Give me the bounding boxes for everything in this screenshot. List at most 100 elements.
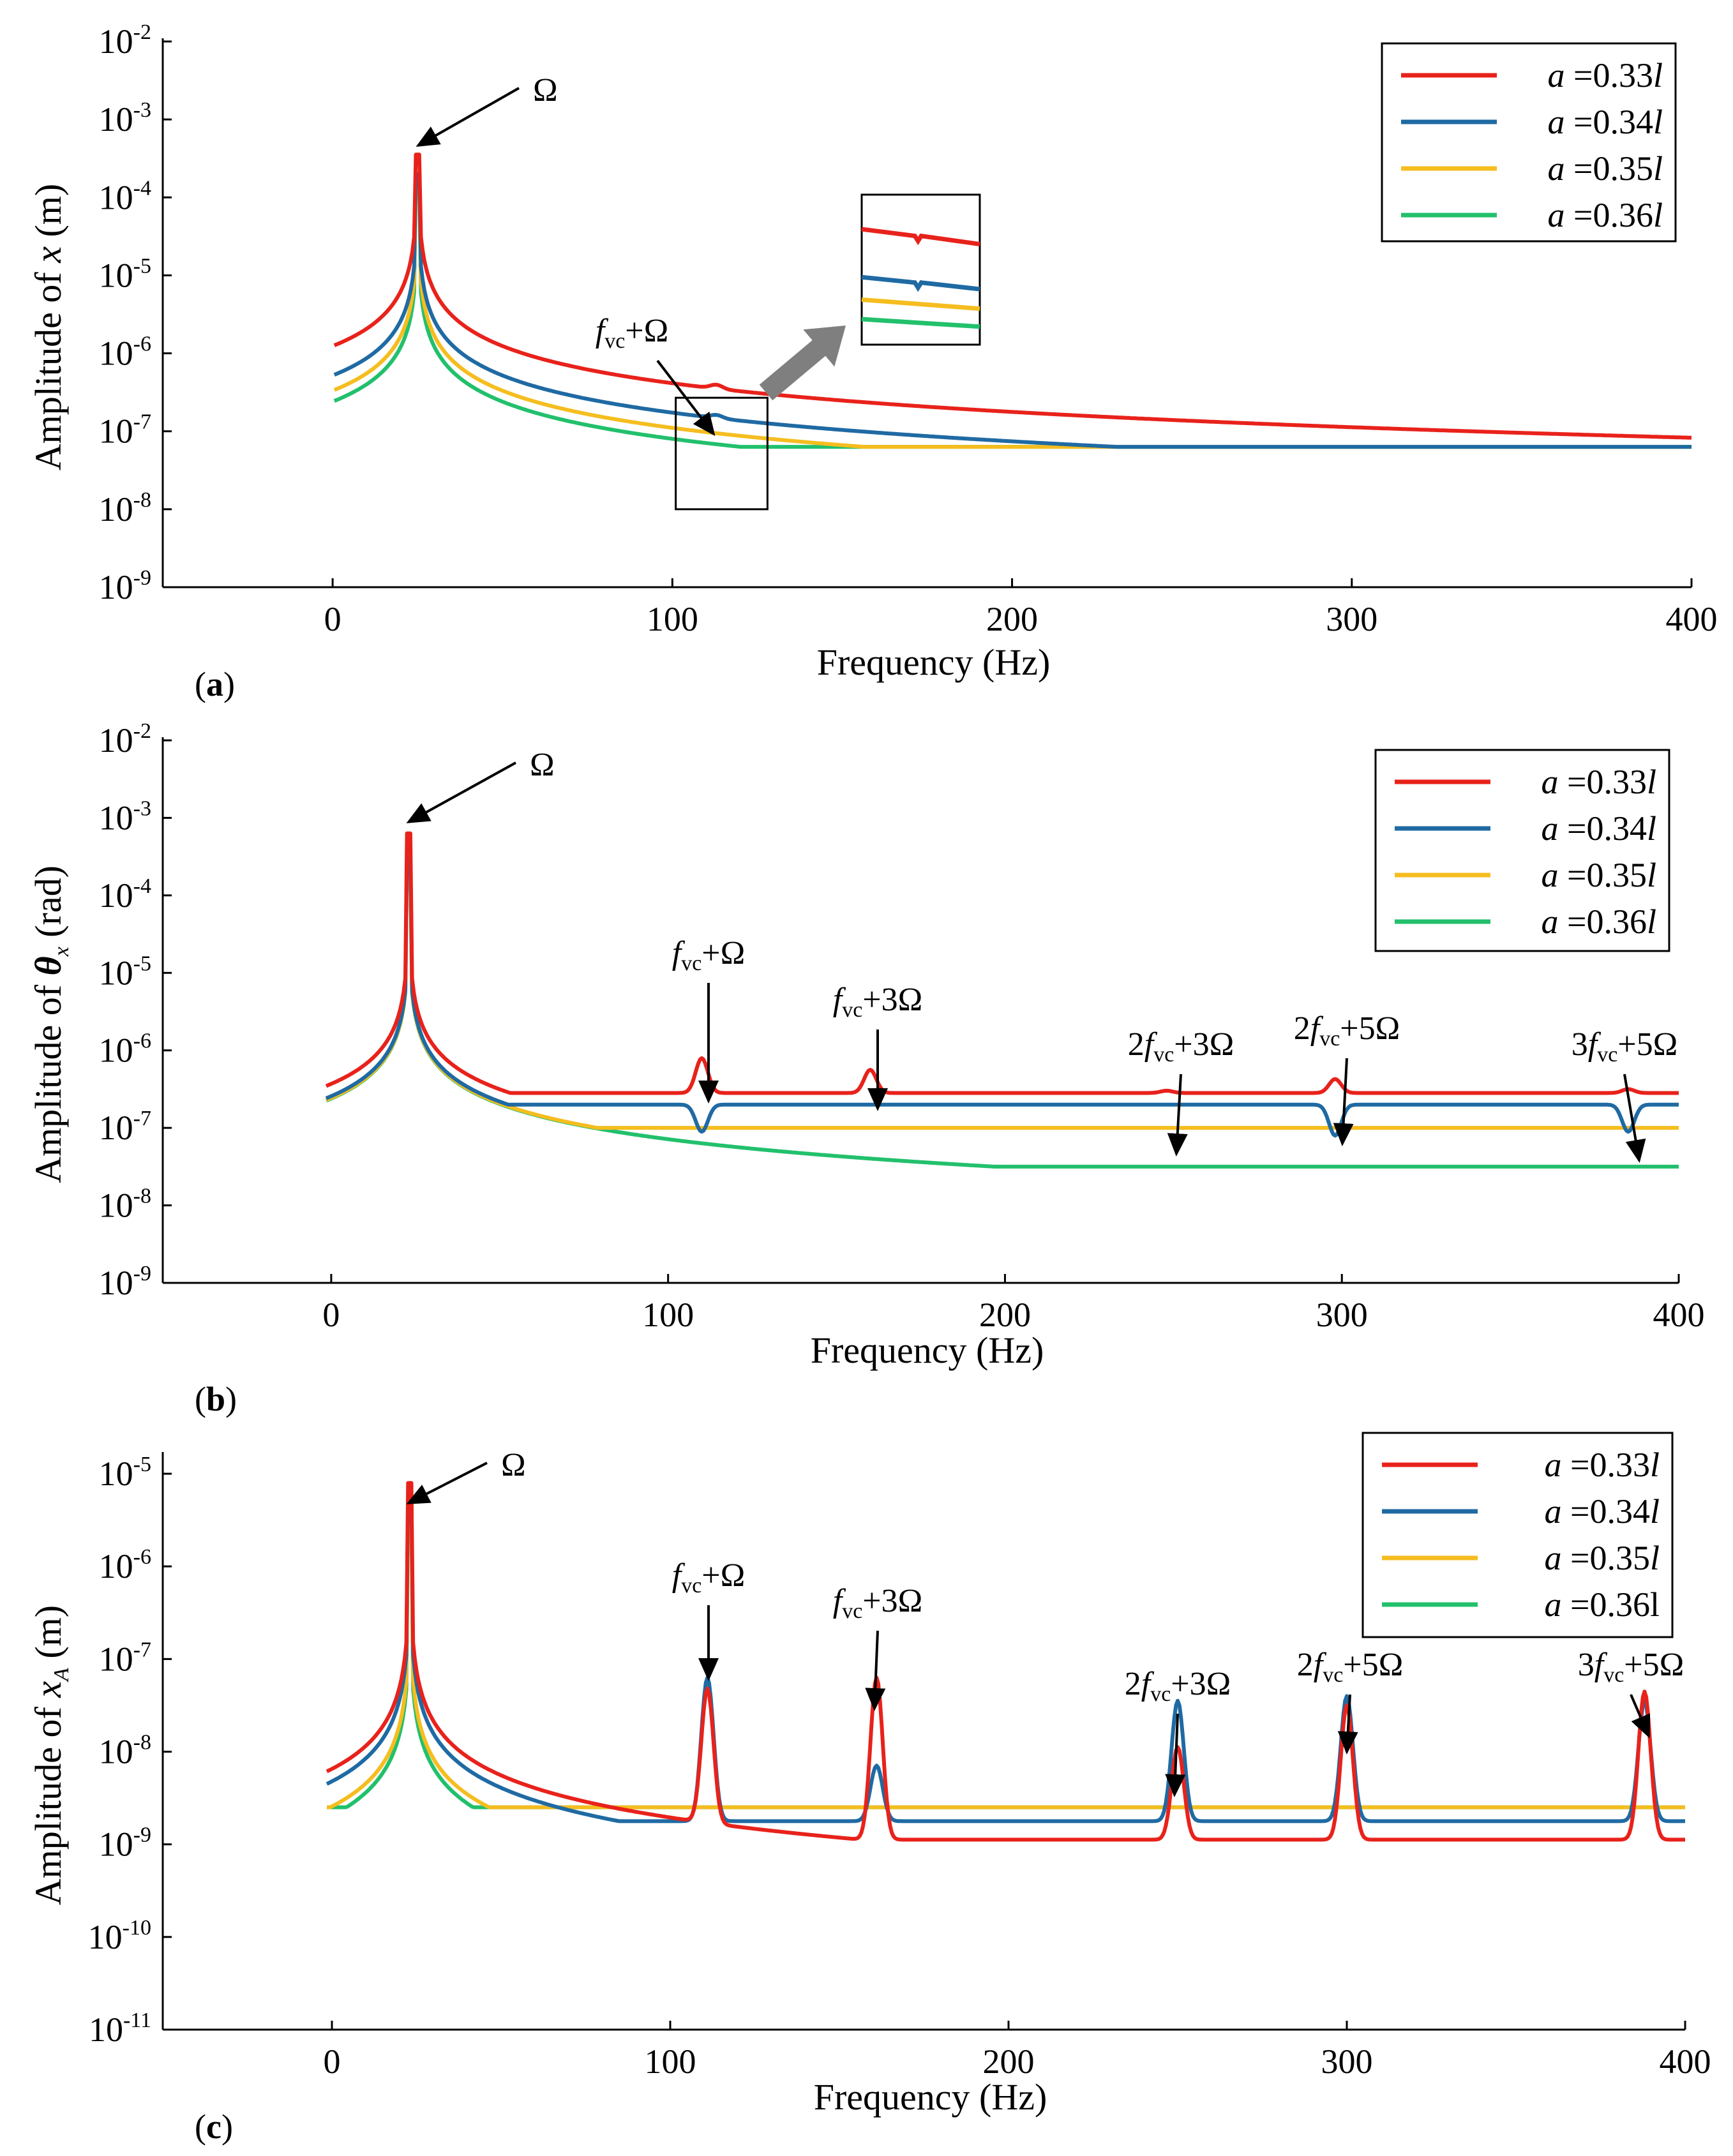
peak-annotation: fvc+Ω (672, 1557, 746, 1681)
y-tick-label: 10-9 (99, 566, 151, 606)
zoom-inset (675, 193, 981, 511)
x-tick-label: 300 (1316, 1296, 1368, 1334)
annotation-arrow (1337, 1694, 1358, 1755)
peak-annotation: 3fvc+5Ω (1572, 1026, 1677, 1163)
x-tick-label: 300 (1326, 600, 1377, 638)
y-tick-label: 10-4 (99, 176, 151, 216)
annotation-label: 2fvc+3Ω (1128, 1026, 1234, 1067)
peak-annotation: 2fvc+5Ω (1297, 1647, 1404, 1755)
annotation-arrow (1165, 1713, 1186, 1797)
y-tick-label: 10-8 (99, 1185, 151, 1225)
x-tick-label: 100 (642, 1296, 694, 1334)
annotation-label: fvc+Ω (672, 1557, 746, 1598)
legend-label: a =0.33l (1548, 56, 1663, 94)
y-axis-title: Amplitude of xA (m) (27, 1605, 73, 1905)
panel-label: (c) (195, 2107, 233, 2146)
annotation-arrow (406, 1462, 488, 1504)
chart-panel-c: 0 100 200 300 400 10-11 10-10 10-9 10-8 10-7 10-6 1… (27, 1432, 1711, 2146)
y-tick-label: 10-6 (99, 333, 151, 373)
y-tick-label: 10-11 (89, 2009, 151, 2049)
peak-annotation: 3fvc+5Ω (1578, 1647, 1684, 1739)
annotation-label: 2fvc+5Ω (1294, 1010, 1400, 1051)
y-tick-label: 10-9 (99, 1262, 151, 1302)
series-line-a033 (333, 153, 1692, 440)
legend: a =0.33l a =0.34l a =0.35l a =0.36l (1362, 1432, 1674, 1638)
y-tick-label: 10-5 (99, 254, 151, 294)
series-line-a033 (325, 831, 1679, 1095)
peak-annotation: 2fvc+3Ω (1125, 1666, 1231, 1797)
legend-label: a =0.36l (1545, 1585, 1660, 1624)
inset-series-line (861, 297, 980, 311)
series-line-a034 (325, 855, 1679, 1138)
x-tick-label: 400 (1666, 600, 1718, 638)
annotation-label: 2fvc+5Ω (1297, 1647, 1404, 1687)
x-tick-label: 0 (324, 2042, 341, 2081)
y-tick-label: 10-2 (99, 719, 151, 760)
annotation-arrow (406, 761, 516, 823)
inset-series-line (861, 317, 980, 329)
y-tick-label: 10-7 (99, 410, 151, 451)
series-line-a034 (326, 1495, 1685, 1823)
x-tick-label: 200 (986, 600, 1038, 638)
peak-annotation: Ω (416, 72, 558, 147)
y-tick-label: 10-7 (99, 1107, 151, 1147)
x-axis-title: Frequency (Hz) (817, 641, 1051, 683)
y-axis-title: Amplitude of θx (rad) (27, 865, 73, 1183)
legend-label: a =0.34l (1542, 809, 1656, 848)
legend: a =0.33l a =0.34l a =0.35l a =0.36l (1374, 749, 1670, 952)
y-tick-label: 10-6 (99, 1029, 151, 1070)
peak-annotation: fvc+3Ω (833, 982, 923, 1111)
annotation-label: fvc+3Ω (833, 1583, 923, 1623)
zoom-region-box (675, 396, 769, 511)
y-axis-title: Amplitude of x (m) (27, 184, 69, 470)
annotation-label: fvc+3Ω (833, 982, 923, 1022)
y-tick-label: 10-2 (99, 20, 151, 61)
legend-label: a =0.36l (1542, 902, 1656, 941)
panel-label: (a) (195, 665, 235, 703)
chart-panel-b: 0 100 200 300 400 10-9 10-8 10-7 10-6 10-5 10-4 10-… (27, 719, 1705, 1418)
peak-annotation: fvc+Ω (672, 935, 746, 1104)
y-tick-label: 10-8 (99, 1731, 151, 1771)
x-tick-label: 0 (324, 600, 341, 638)
x-tick-label: 300 (1321, 2042, 1373, 2081)
x-axis-title: Frequency (Hz) (811, 1329, 1044, 1371)
x-tick-label: 0 (322, 1296, 340, 1334)
y-tick-label: 10-4 (99, 874, 151, 915)
panel-label: (b) (195, 1380, 237, 1418)
inset-series-line (861, 227, 980, 247)
x-tick-label: 400 (1653, 1296, 1705, 1334)
y-tick-label: 10-8 (99, 488, 151, 528)
y-tick-label: 10-3 (99, 797, 151, 837)
y-tick-label: 10-5 (99, 1453, 151, 1493)
y-tick-label: 10-5 (99, 952, 151, 992)
series-line-a033 (326, 1481, 1685, 1842)
annotation-arrow (1623, 1074, 1646, 1163)
annotation-label: 2fvc+3Ω (1125, 1666, 1231, 1706)
annotation-arrow (416, 87, 520, 147)
y-tick-label: 10-3 (99, 98, 151, 138)
legend-label: a =0.33l (1545, 1446, 1660, 1484)
x-tick-label: 100 (647, 600, 698, 638)
y-tick-label: 10-10 (88, 1916, 151, 1956)
x-axis-title: Frequency (Hz) (814, 2076, 1047, 2118)
x-tick-label: 100 (645, 2042, 696, 2081)
annotation-arrow (865, 1630, 886, 1711)
series-line-a034 (333, 172, 1692, 449)
annotation-label: fvc+Ω (672, 935, 746, 975)
peak-annotation: Ω (406, 747, 555, 823)
x-tick-label: 200 (983, 2042, 1035, 2081)
y-tick-label: 10-7 (99, 1638, 151, 1678)
annotation-arrow (1167, 1074, 1188, 1157)
peak-annotation: 2fvc+3Ω (1128, 1026, 1234, 1157)
annotation-arrow (1630, 1694, 1651, 1739)
peak-annotation: Ω (406, 1447, 526, 1504)
annotation-label: Ω (533, 72, 558, 109)
chart-panel-a: 0 100 200 300 400 10-9 10-8 10-7 10-6 10-5 10-4 10-… (27, 20, 1718, 703)
legend-label: a =0.36l (1548, 196, 1663, 234)
annotation-label: Ω (530, 747, 555, 783)
legend-label: a =0.35l (1548, 149, 1663, 188)
legend-label: a =0.34l (1545, 1492, 1660, 1531)
annotation-arrow (1333, 1058, 1354, 1146)
y-tick-label: 10-9 (99, 1823, 151, 1864)
